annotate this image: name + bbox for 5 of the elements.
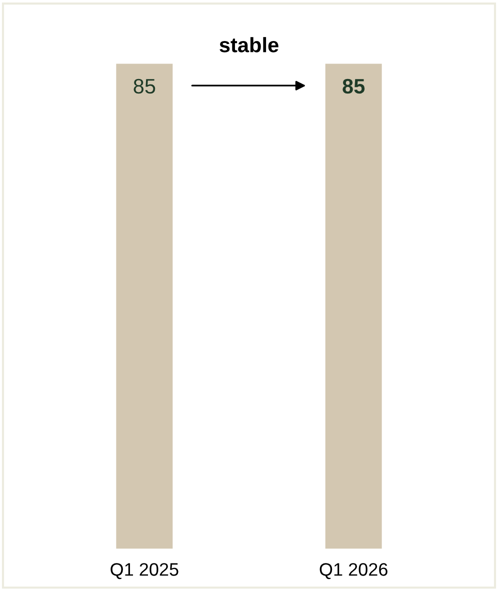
x-tick-label: Q1 2025 xyxy=(110,563,178,580)
text: stable xyxy=(220,37,278,52)
data-label: 85 xyxy=(342,78,365,94)
x-tick-label: Q1 2026 xyxy=(320,563,388,580)
data-label: 85 xyxy=(134,78,156,94)
